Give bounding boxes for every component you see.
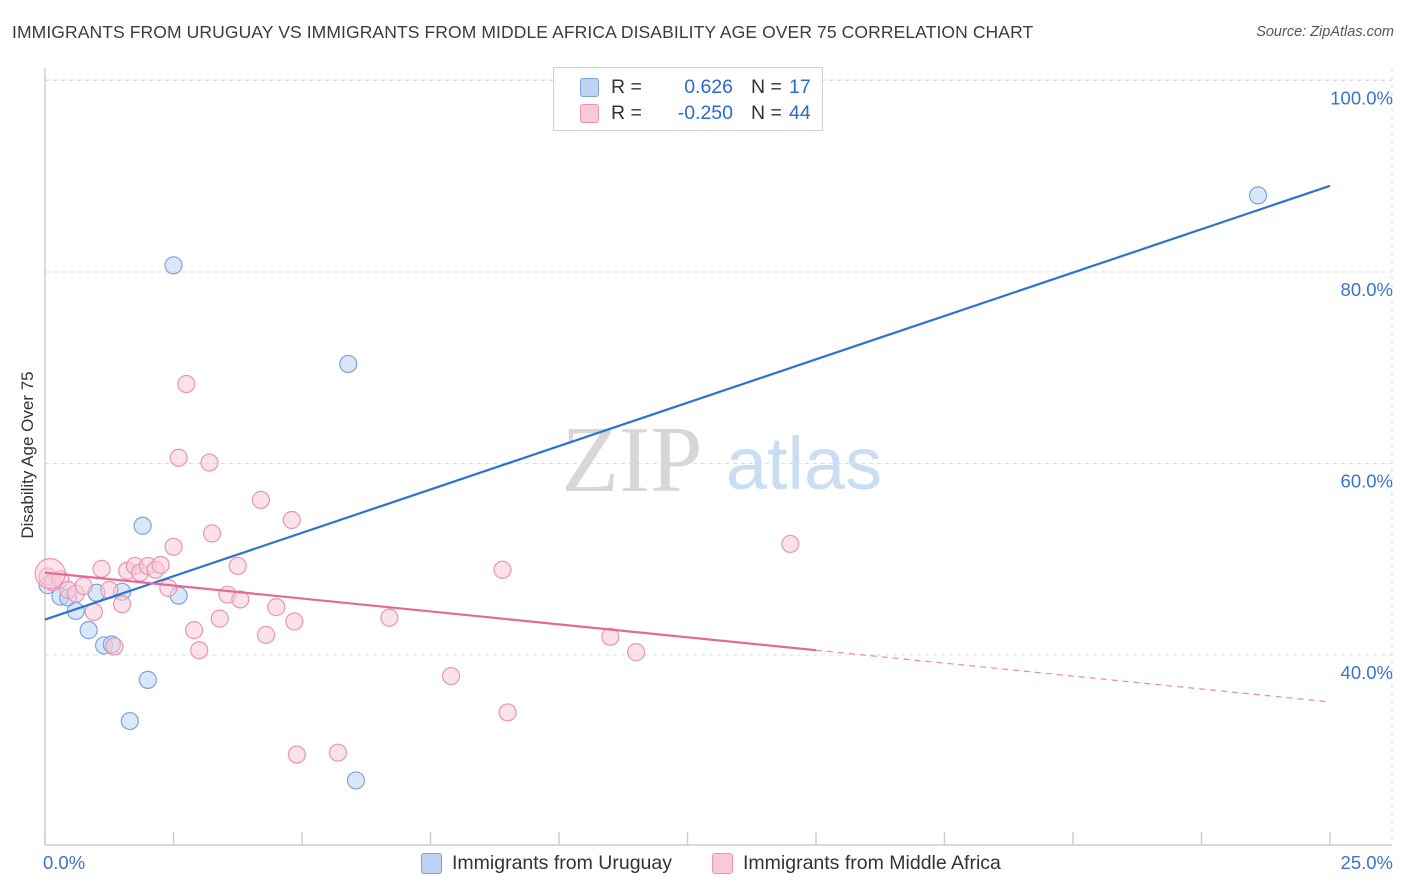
- source-label: Source: ZipAtlas.com: [1256, 24, 1394, 40]
- africa-trend-line: [44, 571, 817, 652]
- data-points: [34, 186, 1268, 790]
- africa-point: [231, 590, 250, 609]
- legend-swatch-uruguay: [580, 77, 599, 97]
- x-tick-label: 25.0%: [1341, 852, 1393, 873]
- africa-trend-extension: [815, 649, 1331, 703]
- series-label-uruguay: Immigrants from Uruguay: [452, 852, 672, 874]
- n-value-africa: 44: [789, 101, 811, 124]
- africa-point: [210, 609, 229, 628]
- grid-lines: [45, 68, 1393, 845]
- watermark-zip: ZIP: [562, 408, 703, 512]
- africa-point: [202, 524, 222, 543]
- africa-point: [282, 510, 301, 530]
- watermark-atlas: atlas: [726, 422, 882, 505]
- africa-point: [177, 374, 196, 394]
- series-label-africa: Immigrants from Middle Africa: [743, 852, 1001, 874]
- r-label: R =: [611, 101, 642, 124]
- africa-point: [105, 637, 124, 656]
- africa-point: [285, 612, 304, 631]
- legend-row-africa: R = -0.250 N = 44: [580, 100, 811, 126]
- uruguay-point: [1248, 186, 1268, 205]
- africa-point: [92, 559, 111, 578]
- y-tick-label: 60.0%: [1341, 471, 1393, 492]
- africa-point: [200, 453, 219, 472]
- chart-title: IMMIGRANTS FROM URUGUAY VS IMMIGRANTS FR…: [12, 22, 1034, 42]
- series-legend-africa[interactable]: Immigrants from Middle Africa: [712, 852, 1001, 875]
- y-tick-label: 80.0%: [1341, 279, 1393, 300]
- uruguay-point: [79, 621, 98, 640]
- tick-labels: 40.0% 60.0% 80.0% 100.0% 0.0% 25.0%: [43, 88, 1393, 874]
- stats-legend: R = 0.626 N = 17 R = -0.250 N = 44: [553, 67, 823, 131]
- africa-point: [380, 608, 399, 627]
- y-axis-label: Disability Age Over 75: [18, 371, 37, 539]
- n-label: N =: [751, 101, 782, 124]
- africa-point: [190, 641, 209, 660]
- africa-point: [601, 627, 620, 646]
- series-legend-uruguay[interactable]: Immigrants from Uruguay: [421, 852, 672, 875]
- n-value-uruguay: 17: [789, 75, 811, 98]
- axes: [44, 68, 1392, 846]
- africa-point: [159, 578, 178, 598]
- trend-lines: [44, 184, 1331, 703]
- series-swatch-uruguay: [421, 853, 442, 874]
- uruguay-trend-line: [44, 184, 1331, 621]
- x-tick-label: 0.0%: [43, 852, 85, 873]
- r-label: R =: [611, 75, 642, 98]
- r-value-africa: -0.250: [677, 101, 733, 124]
- uruguay-point: [133, 516, 152, 535]
- uruguay-point: [164, 256, 183, 275]
- uruguay-point: [120, 711, 139, 731]
- africa-point: [164, 537, 183, 556]
- legend-swatch-africa: [580, 103, 599, 123]
- n-label: N =: [751, 75, 782, 98]
- r-value-uruguay: 0.626: [684, 75, 733, 98]
- uruguay-point: [138, 670, 157, 689]
- africa-point: [74, 576, 93, 596]
- watermark: ZIP atlas: [562, 408, 883, 512]
- africa-point: [626, 643, 646, 662]
- africa-point: [169, 448, 188, 467]
- uruguay-point: [346, 771, 366, 790]
- africa-point: [251, 490, 270, 509]
- africa-point: [498, 703, 517, 722]
- africa-point: [112, 595, 132, 614]
- africa-point: [267, 598, 286, 617]
- africa-point: [493, 560, 512, 579]
- africa-point: [228, 556, 247, 576]
- africa-point: [151, 555, 170, 575]
- y-tick-label: 100.0%: [1330, 88, 1393, 109]
- africa-point: [328, 743, 348, 762]
- uruguay-point: [339, 354, 358, 374]
- legend-row-uruguay: R = 0.626 N = 17: [580, 74, 811, 100]
- y-tick-label: 40.0%: [1341, 662, 1393, 683]
- africa-point: [441, 666, 461, 686]
- africa-point: [184, 621, 204, 640]
- africa-point: [256, 625, 276, 644]
- africa-point: [287, 745, 306, 764]
- africa-point: [781, 534, 800, 554]
- series-swatch-africa: [712, 853, 733, 874]
